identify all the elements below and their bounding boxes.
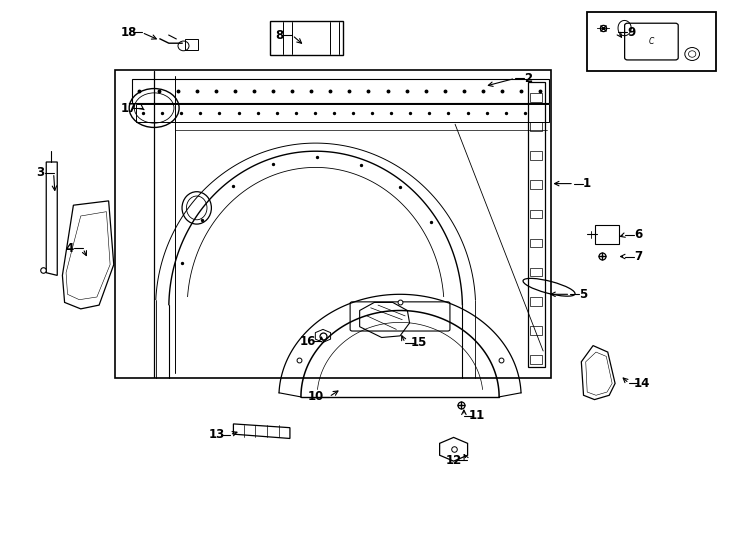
Bar [530,326,542,335]
Text: 1: 1 [583,177,592,190]
Bar [530,297,542,306]
Bar [530,239,542,247]
Text: 15: 15 [410,336,426,349]
Text: 16: 16 [300,335,316,348]
Text: 17: 17 [120,102,137,114]
Text: C: C [649,37,655,46]
Bar [530,355,542,364]
Bar [530,210,542,218]
Text: 18: 18 [120,26,137,39]
Bar [530,151,542,160]
Text: 6: 6 [634,228,643,241]
Text: 2: 2 [524,72,533,85]
Bar [530,268,542,276]
Text: 7: 7 [634,250,643,263]
Bar [185,39,198,50]
Bar [530,122,542,131]
Text: 3: 3 [36,166,45,179]
Text: 8: 8 [275,29,283,42]
Text: 9: 9 [627,26,636,39]
Text: 10: 10 [308,390,324,403]
Text: 12: 12 [446,454,462,467]
Bar [530,180,542,189]
Text: 5: 5 [579,288,588,301]
Text: 14: 14 [634,377,650,390]
Bar [530,93,542,102]
Text: 4: 4 [65,242,74,255]
Bar [587,12,716,71]
Text: 13: 13 [208,428,225,441]
Text: 11: 11 [469,409,485,422]
